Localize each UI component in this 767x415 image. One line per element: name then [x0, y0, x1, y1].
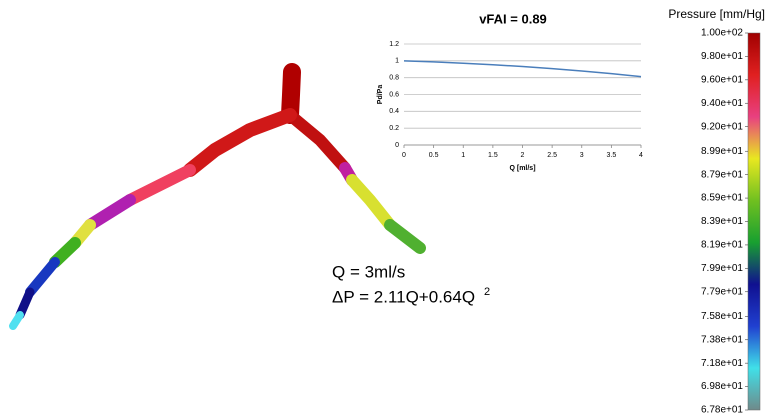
colorbar-tick-label: 6.78e+01 [701, 405, 743, 415]
colorbar-tick-label: 7.79e+01 [701, 286, 743, 297]
y-tick-label: 0 [395, 142, 399, 149]
colorbar-tick-label: 8.19e+01 [701, 240, 743, 251]
colorbar-tick-label: 7.38e+01 [701, 334, 743, 345]
colorbar-tick-label: 8.39e+01 [701, 216, 743, 227]
colorbar [747, 32, 761, 411]
colorbar-tick-label: 7.99e+01 [701, 263, 743, 274]
colorbar-tick-label: 9.40e+01 [701, 98, 743, 109]
colorbar-tick-label: 6.98e+01 [701, 381, 743, 392]
colorbar-title: Pressure [mm/Hg] [668, 7, 765, 21]
x-tick-label: 0.5 [429, 152, 439, 159]
x-tick-label: 3 [580, 152, 584, 159]
formula-exponent: 2 [484, 286, 490, 298]
chart-title: vFAI = 0.89 [479, 11, 547, 26]
y-tick-label: 0.4 [389, 108, 399, 115]
x-tick-label: 1.5 [488, 152, 498, 159]
x-tick-label: 0 [402, 152, 406, 159]
data-line [403, 60, 642, 78]
pressure-formula: ΔP = 2.11Q+0.64Q [332, 287, 475, 306]
x-tick-label: 2.5 [547, 152, 557, 159]
y-tick-label: 0.8 [389, 75, 399, 82]
colorbar-tick-label: 1.00e+02 [701, 28, 743, 39]
x-tick-label: 1 [461, 152, 465, 159]
artery [9, 63, 426, 330]
x-tick-label: 3.5 [607, 152, 617, 159]
colorbar-tick-label: 8.59e+01 [701, 193, 743, 204]
y-tick-label: 0.2 [389, 125, 399, 132]
y-tick-label: 1 [395, 58, 399, 65]
y-tick-label: 0.6 [389, 91, 399, 98]
colorbar-tick-label: 8.79e+01 [701, 169, 743, 180]
colorbar-tick-label: 7.18e+01 [701, 358, 743, 369]
y-tick-label: 1.2 [389, 41, 399, 48]
colorbar-tick-label: 7.58e+01 [701, 311, 743, 322]
colorbar-tick-label: 9.80e+01 [701, 51, 743, 62]
x-tick-label: 4 [639, 152, 643, 159]
colorbar-tick-label: 8.99e+01 [701, 146, 743, 157]
y-axis-label: Pd/Pa [377, 85, 384, 105]
colorbar-tick-label: 9.20e+01 [701, 121, 743, 132]
x-axis-label: Q [ml/s] [509, 165, 535, 172]
flow-annotation: Q = 3ml/s [332, 262, 405, 281]
x-tick-label: 2 [521, 152, 525, 159]
colorbar-tick-label: 9.60e+01 [701, 74, 743, 85]
